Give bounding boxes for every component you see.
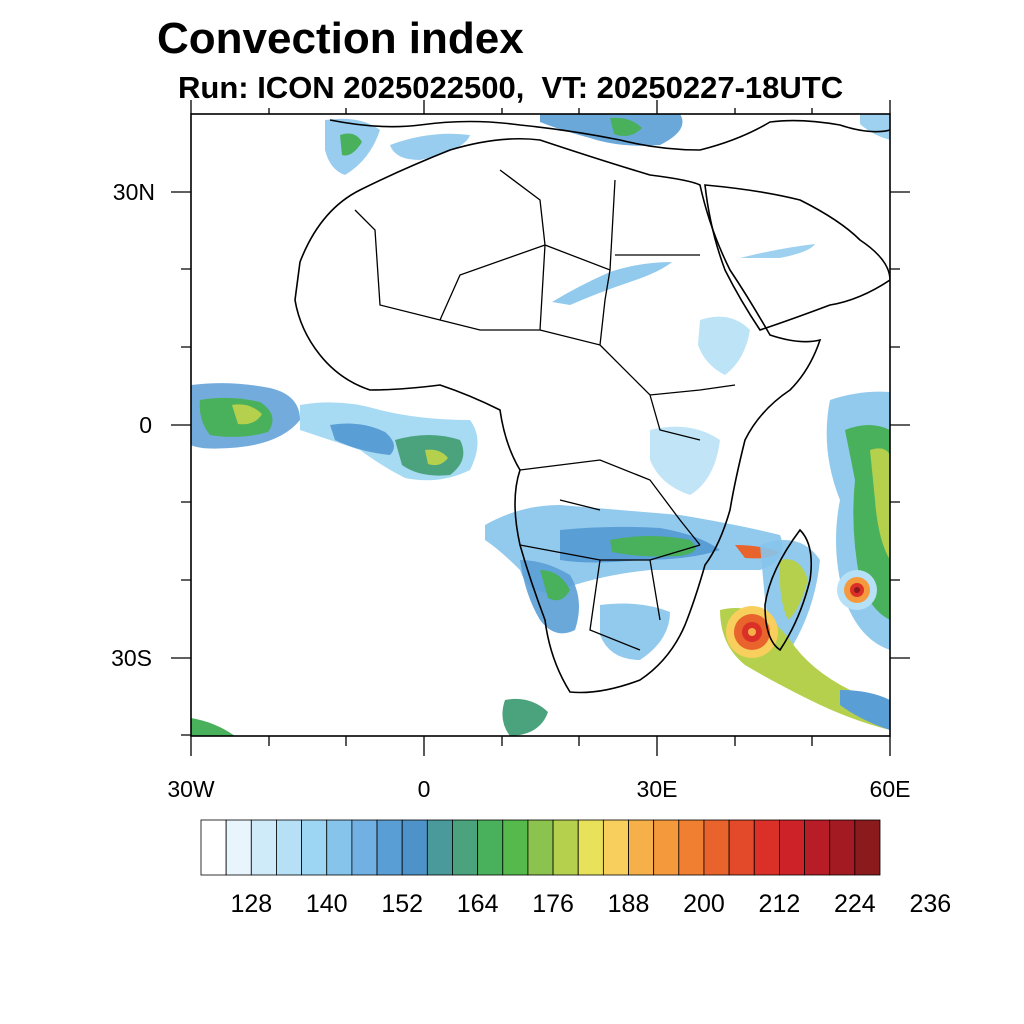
convection-patch-gulf-guinea-yellow	[425, 449, 448, 466]
convection-patch-indian-ocean-yellow	[870, 448, 890, 560]
convection-patch-zambia-green	[610, 536, 696, 557]
arabia-coastline	[704, 184, 890, 331]
lon-minor-ticks	[268, 108, 813, 746]
convection-patch-south-africa	[600, 603, 670, 660]
colorbar-swatch	[678, 819, 705, 876]
convection-patch-southwest-corner	[191, 718, 235, 736]
colorbar-label: 164	[457, 890, 499, 918]
convection-patch-sahara-streak	[552, 262, 672, 305]
lat-label-30n: 30N	[113, 179, 155, 205]
convection-patch-congo	[650, 426, 720, 495]
colorbar-label: 212	[759, 890, 801, 918]
convection-patch-europe	[540, 114, 683, 146]
cyclone-southwest-eye	[748, 628, 756, 636]
convection-patch-ethiopia	[698, 316, 750, 375]
colorbar-swatch	[326, 819, 353, 876]
lon-label-30w: 30W	[167, 776, 215, 802]
cyclone-east-eye	[854, 587, 860, 593]
convection-patch-namibia-green	[540, 570, 570, 601]
lon-label-60e: 60E	[870, 776, 911, 802]
colorbar-swatch	[804, 819, 831, 876]
lat-minor-ticks	[181, 268, 900, 736]
colorbar-swatch	[401, 819, 428, 876]
europe-coastline	[329, 119, 890, 151]
convection-patch-atlantic-mid-core	[330, 423, 394, 455]
border-lines	[354, 169, 736, 651]
colorbar-swatch	[703, 819, 730, 876]
colorbar-swatch	[628, 819, 655, 876]
colorbar-swatch	[276, 819, 302, 876]
colorbar-swatch	[477, 819, 504, 876]
colorbar-label: 236	[909, 890, 951, 918]
convection-patch-europe-core	[610, 117, 642, 136]
colorbar-swatch	[577, 819, 604, 876]
colorbar-label: 152	[381, 890, 423, 918]
colorbar-swatch	[351, 819, 378, 876]
africa-coastline	[294, 137, 822, 694]
convection-field	[191, 114, 890, 736]
colorbar-label: 176	[532, 890, 574, 918]
colorbar-labels: 128 140 152 164 176 188 200 212 224 236	[230, 890, 951, 918]
lon-major-ticks	[190, 100, 891, 756]
colorbar	[200, 819, 881, 876]
chart-subtitle: Run: ICON 2025022500, VT: 20250227-18UTC	[178, 70, 844, 105]
colorbar-swatch	[426, 819, 453, 876]
colorbar-swatch	[779, 819, 805, 876]
convection-patch-atlantic-west-yellow	[232, 404, 262, 425]
lon-label-0: 0	[418, 776, 431, 802]
colorbar-swatch	[301, 819, 328, 876]
country-borders	[354, 169, 736, 651]
colorbar-swatch	[225, 819, 252, 876]
colorbar-swatch	[452, 819, 479, 876]
colorbar-swatch	[653, 819, 680, 876]
convection-patch-south-atlantic	[502, 698, 548, 736]
colorbar-label: 224	[834, 890, 876, 918]
lat-label-0: 0	[139, 412, 152, 438]
colorbar-swatch	[200, 819, 227, 876]
colorbar-swatch	[552, 819, 579, 876]
chart-title: Convection index	[157, 14, 524, 63]
lat-major-ticks	[171, 191, 910, 659]
lat-label-30s: 30S	[111, 645, 152, 671]
convection-patch-north-atlantic-core	[340, 133, 362, 156]
colorbar-swatch	[854, 819, 881, 876]
colorbar-swatch	[502, 819, 529, 876]
colorbar-label: 140	[306, 890, 348, 918]
colorbar-label: 128	[230, 890, 272, 918]
colorbar-swatch	[250, 819, 277, 876]
colorbar-swatch	[602, 819, 629, 876]
convection-patch-southeast-corner	[840, 690, 890, 730]
colorbar-label: 188	[608, 890, 650, 918]
convection-patch-caspian	[860, 114, 890, 140]
colorbar-swatch	[753, 819, 780, 876]
colorbar-label: 200	[683, 890, 725, 918]
convection-patch-madagascar-yellow	[779, 559, 808, 620]
madagascar-coastline	[764, 528, 813, 652]
coastlines	[294, 119, 890, 694]
convection-patch-mediterranean	[390, 133, 470, 160]
colorbar-swatch	[376, 819, 403, 876]
colorbar-swatch	[527, 819, 554, 876]
lon-label-30e: 30E	[637, 776, 678, 802]
colorbar-swatch	[829, 819, 856, 876]
convection-patch-arabia-streak	[740, 244, 815, 258]
axis-ticks	[171, 100, 910, 756]
colorbar-swatch	[728, 819, 755, 876]
